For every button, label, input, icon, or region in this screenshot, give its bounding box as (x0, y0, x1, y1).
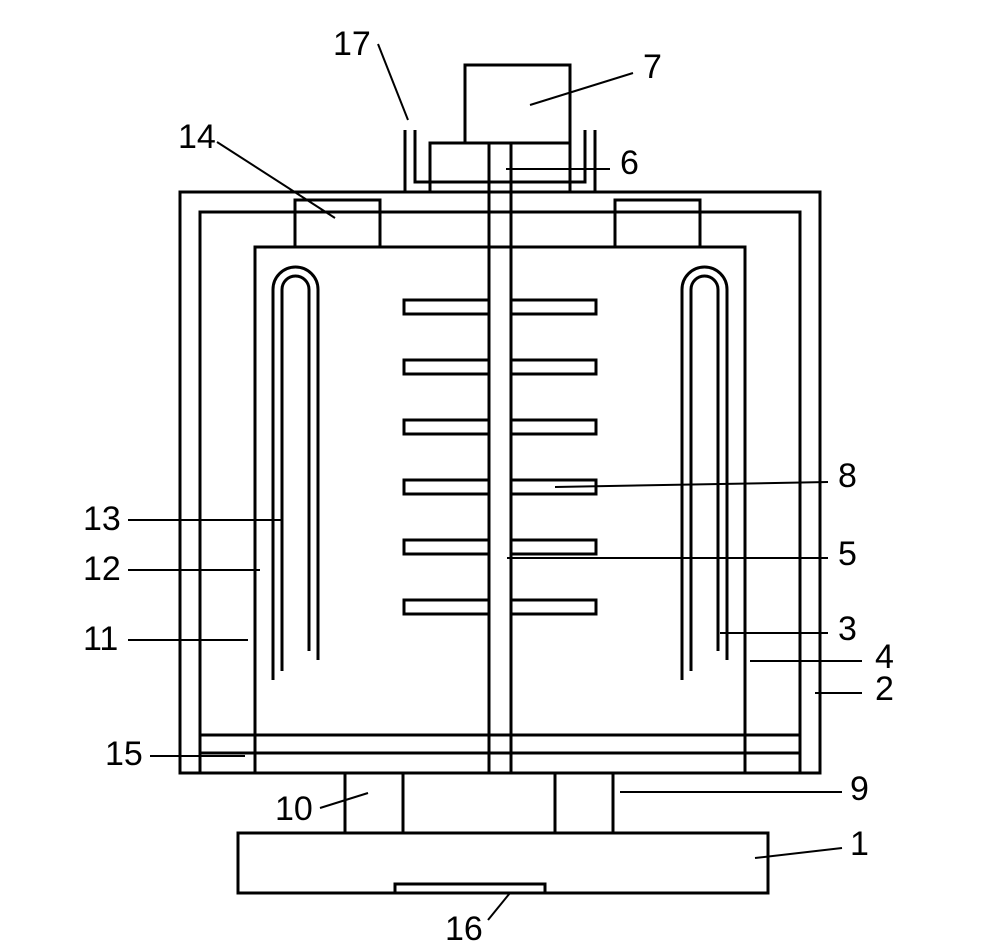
blade-right-0 (511, 300, 596, 314)
label-16: 16 (445, 893, 510, 948)
label-4: 4 (750, 638, 894, 676)
inner-chamber-4 (255, 247, 745, 735)
blade-left-1 (404, 360, 489, 374)
top-block-right-14 (615, 200, 700, 247)
top-block-left-14 (295, 200, 380, 247)
label-text-9: 9 (850, 770, 869, 808)
support-right-9 (555, 773, 613, 833)
diagram-shapes (180, 65, 820, 893)
blade-left-2 (404, 420, 489, 434)
label-text-12: 12 (83, 550, 121, 588)
label-text-17: 17 (333, 25, 371, 63)
label-13: 13 (83, 500, 281, 538)
label-11: 11 (83, 620, 248, 658)
frame-17-inner (415, 130, 585, 182)
label-text-13: 13 (83, 500, 121, 538)
heater-left-inner-12 (282, 276, 309, 671)
heater-right-inner (691, 276, 718, 671)
label-17: 17 (333, 25, 408, 120)
label-text-3: 3 (838, 610, 857, 648)
label-text-16: 16 (445, 910, 483, 948)
blade-left-0 (404, 300, 489, 314)
label-6: 6 (506, 144, 639, 182)
motor-7 (465, 65, 570, 143)
blade-left-5 (404, 600, 489, 614)
label-text-8: 8 (838, 457, 857, 495)
technical-diagram: 17 7 14 6 8 5 342 13 12 11 15 10 9 1 16 (0, 0, 1000, 949)
label-12: 12 (83, 550, 260, 588)
label-3: 3 (720, 610, 857, 648)
label-text-11: 11 (83, 620, 118, 658)
label-text-14: 14 (178, 118, 216, 156)
label-10: 10 (275, 790, 368, 828)
support-left-10 (345, 773, 403, 833)
label-9: 9 (620, 770, 869, 808)
blade-left-4 (404, 540, 489, 554)
label-1: 1 (755, 825, 869, 863)
label-7: 7 (530, 48, 662, 105)
label-text-5: 5 (838, 535, 857, 573)
outer-housing-inner (200, 212, 800, 753)
blade-right-4 (511, 540, 596, 554)
blade-right-5 (511, 600, 596, 614)
heater-right-outer-3 (682, 267, 727, 680)
label-text-1: 1 (850, 825, 869, 863)
label-8: 8 (555, 457, 857, 495)
label-text-6: 6 (620, 144, 639, 182)
label-text-7: 7 (643, 48, 662, 86)
label-14: 14 (178, 118, 335, 218)
label-text-15: 15 (105, 735, 143, 773)
blade-left-3 (404, 480, 489, 494)
shaft-5 (489, 143, 511, 773)
blade-right-2 (511, 420, 596, 434)
label-text-10: 10 (275, 790, 313, 828)
label-2: 2 (815, 670, 894, 708)
blade-right-1 (511, 360, 596, 374)
heater-left-outer-13 (273, 267, 318, 680)
label-text-2: 2 (875, 670, 894, 708)
lid-center-6 (430, 143, 570, 192)
